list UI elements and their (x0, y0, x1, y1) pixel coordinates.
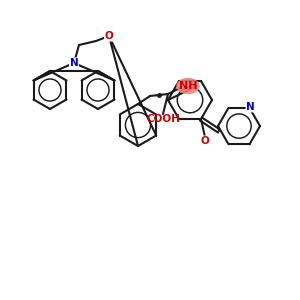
Text: O: O (201, 136, 209, 146)
Ellipse shape (177, 79, 199, 94)
Text: N: N (246, 102, 255, 112)
Text: NH: NH (179, 81, 197, 91)
Text: COOH: COOH (146, 114, 180, 124)
Text: O: O (105, 31, 113, 41)
Text: N: N (70, 58, 78, 68)
